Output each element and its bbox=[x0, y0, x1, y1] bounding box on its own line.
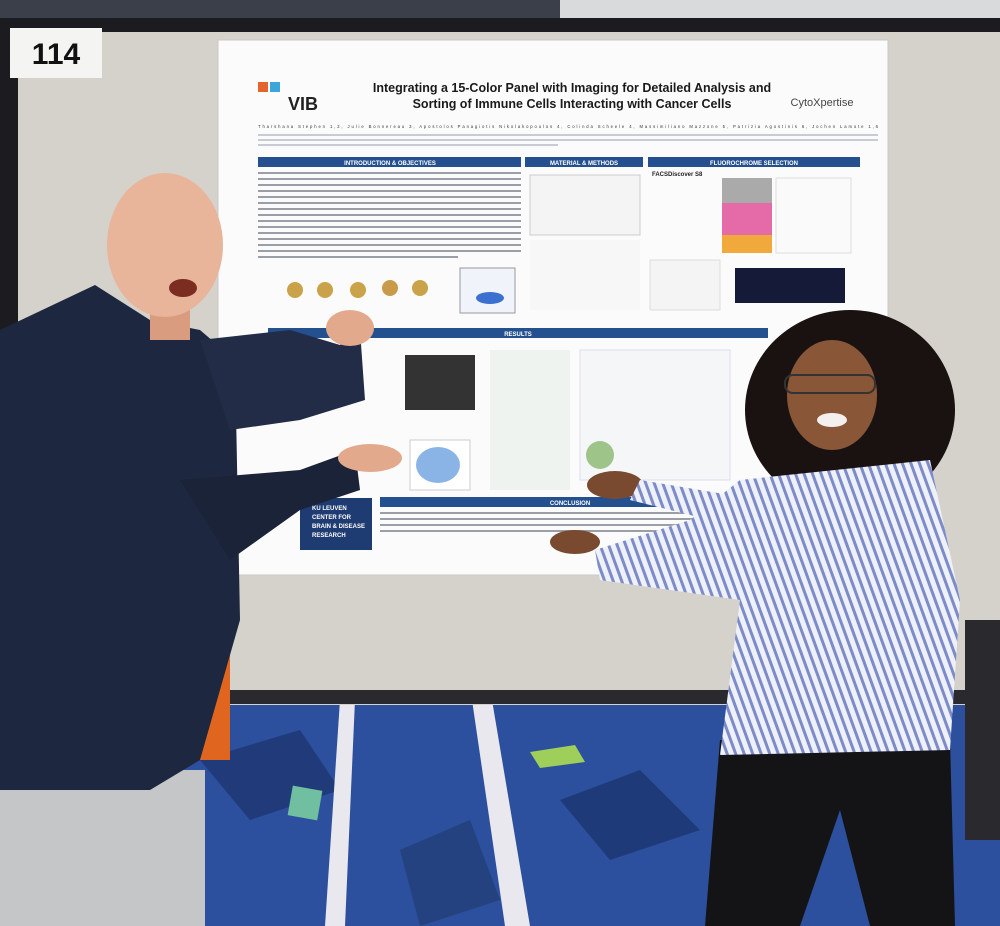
logo-mark bbox=[258, 82, 268, 92]
carpet-tile bbox=[287, 785, 323, 821]
poster-title: Sorting of Immune Cells Interacting with… bbox=[413, 97, 732, 111]
footer-logo-box bbox=[300, 498, 372, 550]
body-text bbox=[258, 172, 521, 258]
logo-mark bbox=[270, 82, 280, 92]
logo-vib: VIB bbox=[288, 94, 318, 114]
section-title: RESULTS bbox=[504, 332, 532, 338]
logo-cytoxpertise: CytoXpertise bbox=[791, 97, 854, 109]
results-figures bbox=[405, 349, 731, 491]
section-bar bbox=[648, 157, 860, 167]
instrument: FACSDiscover S8 bbox=[652, 172, 703, 178]
board-number: 114 bbox=[32, 38, 81, 71]
section-bar bbox=[380, 497, 760, 507]
section-bar bbox=[525, 157, 643, 167]
woman bbox=[550, 310, 960, 926]
board-frame bbox=[0, 18, 1000, 32]
footer-logo: BRAIN & DISEASE bbox=[312, 524, 365, 530]
section-title: INTRODUCTION & OBJECTIVES bbox=[344, 161, 436, 167]
section-bar bbox=[258, 157, 521, 167]
floor-line bbox=[472, 700, 530, 926]
man bbox=[0, 173, 402, 926]
floor-line bbox=[325, 700, 355, 926]
carpet-pattern bbox=[400, 820, 500, 926]
conclusion-text bbox=[380, 512, 760, 532]
poster-title: Integrating a 15-Color Panel with Imagin… bbox=[373, 81, 771, 95]
footer-logo: CENTER FOR bbox=[312, 515, 352, 521]
footer-logo: KU LEUVEN bbox=[312, 506, 347, 512]
number-card bbox=[10, 28, 102, 78]
affiliations bbox=[258, 134, 878, 146]
section-title: CONCLUSION bbox=[550, 501, 590, 507]
figures bbox=[287, 174, 852, 314]
carpet-pattern bbox=[560, 770, 700, 860]
section-title: MATERIAL & METHODS bbox=[550, 161, 618, 167]
authors: Tharshana Stephen 1,2, Julie Bonnereau 3… bbox=[258, 124, 879, 129]
section-title: FLUOROCHROME SELECTION bbox=[710, 161, 798, 167]
footer-logo: RESEARCH bbox=[312, 533, 346, 539]
carpet-tile bbox=[530, 745, 585, 768]
section-bar bbox=[268, 328, 768, 338]
stand bbox=[965, 620, 1000, 840]
